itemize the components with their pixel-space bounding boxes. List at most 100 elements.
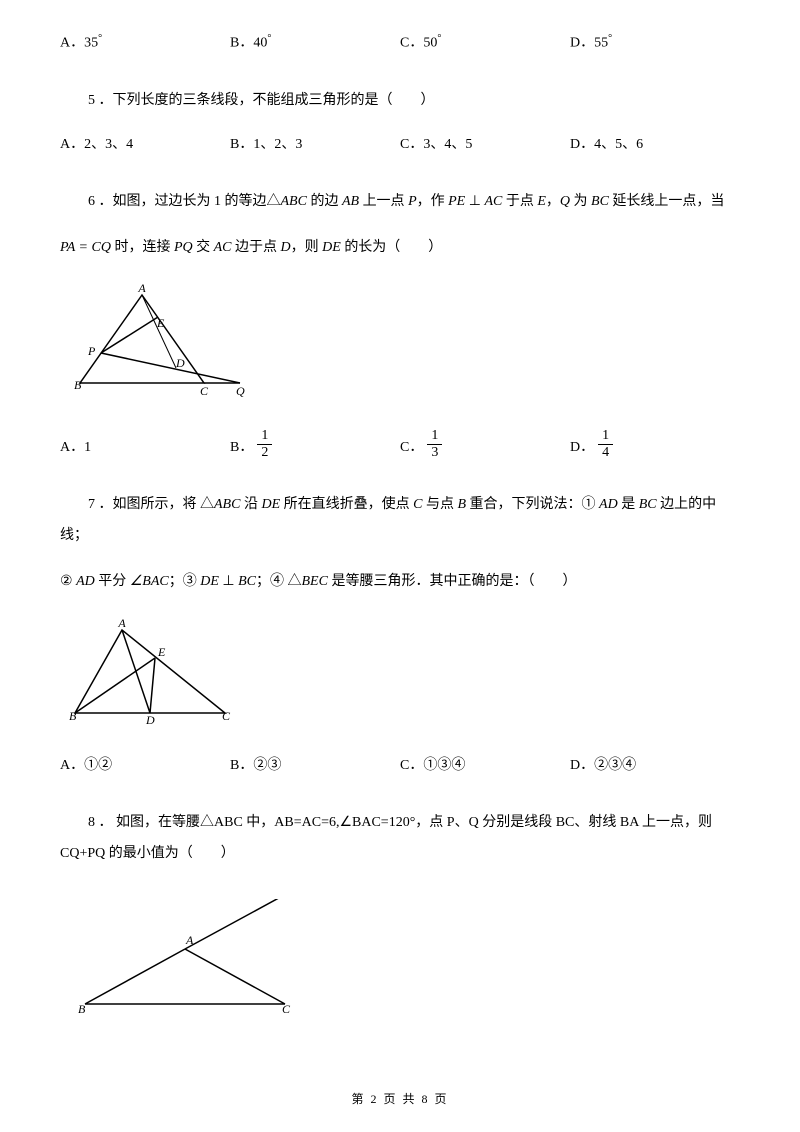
q6-option-a: A．1 — [60, 428, 230, 460]
q7-p2: 沿 — [240, 497, 261, 512]
q6-l2p5: ，则 — [291, 240, 323, 255]
q6-d: D — [281, 240, 291, 255]
q6-optb-frac: 12 — [257, 428, 272, 460]
q6-optb-label: B． — [230, 435, 253, 460]
option-a-text: A．35 — [60, 36, 98, 51]
option-d-text: D．55 — [570, 36, 608, 51]
q7-de: DE — [261, 497, 280, 512]
prev-options-row: A．35° B．40° C．50° D．55° — [60, 30, 740, 56]
q6-l2p3: 交 — [193, 240, 214, 255]
q7-p3: 所在直线折叠，使点 — [280, 497, 413, 512]
q6-l2p2: 时，连接 — [111, 240, 174, 255]
degree-b: ° — [267, 33, 271, 44]
option-c: C．50° — [400, 30, 570, 56]
q6-eq: = — [75, 240, 91, 255]
option-b-text: B．40 — [230, 36, 267, 51]
q6-p3: 上一点 — [359, 194, 408, 209]
q6-de: DE — [322, 240, 341, 255]
q7-p5: 重合，下列说法：① — [466, 497, 599, 512]
q5-text: 5 ．下列长度的三条线段，不能组成三角形的是（ ） — [60, 86, 740, 117]
option-d: D．55° — [570, 30, 740, 56]
q6-l2p6: 的长为（ ） — [341, 240, 443, 255]
frac-den3: 4 — [598, 445, 613, 460]
q6-p7: ， — [546, 194, 560, 209]
q7-bac: ∠BAC — [130, 574, 169, 589]
q6-e: E — [537, 194, 546, 209]
q5-option-c: C．3、4、5 — [400, 132, 570, 157]
svg-text:C: C — [222, 709, 231, 723]
q6-option-c: C．13 — [400, 428, 570, 460]
q6-q: Q — [560, 194, 570, 209]
q6-p4: ，作 — [417, 194, 449, 209]
degree-c: ° — [437, 33, 441, 44]
q6-option-b: B．12 — [230, 428, 400, 460]
svg-text:E: E — [157, 645, 166, 659]
q7-option-b: B．②③ — [230, 753, 400, 778]
q6-ac2: AC — [214, 240, 232, 255]
q6-optc-frac: 13 — [427, 428, 442, 460]
q7-p1: 7 ．如图所示，将 △ — [88, 497, 214, 512]
q6-pe: PE — [448, 194, 465, 209]
q5-options: A．2、3、4 B．1、2、3 C．3、4、5 D．4、5、6 — [60, 132, 740, 157]
q6-option-d: D．14 — [570, 428, 740, 460]
svg-text:A: A — [185, 933, 194, 947]
svg-text:P: P — [87, 344, 96, 358]
q7-option-c: C．①③④ — [400, 753, 570, 778]
q6-cq: CQ — [92, 240, 111, 255]
q6-optd-frac: 14 — [598, 428, 613, 460]
svg-text:D: D — [145, 713, 155, 727]
q7-option-d: D．②③④ — [570, 753, 740, 778]
q7-option-a: A．①② — [60, 753, 230, 778]
svg-text:C: C — [282, 1002, 291, 1016]
q5-option-b: B．1、2、3 — [230, 132, 400, 157]
q6-p9: 延长线上一点，当 — [609, 194, 725, 209]
q7-l2p3: ；③ — [169, 574, 201, 589]
frac-den: 2 — [257, 445, 272, 460]
q7-text: 7 ．如图所示，将 △ABC 沿 DE 所在直线折叠，使点 C 与点 B 重合，… — [60, 490, 740, 552]
svg-text:Q: Q — [236, 384, 245, 398]
q7-bec: BEC — [302, 574, 328, 589]
svg-text:B: B — [78, 1002, 86, 1016]
q6-abc: ABC — [281, 194, 307, 209]
q7-options: A．①② B．②③ C．①③④ D．②③④ — [60, 753, 740, 778]
q8-text: 8 ． 如图，在等腰△ABC 中，AB=AC=6,∠BAC=120°，点 P、Q… — [60, 808, 740, 870]
q6-optc-label: C． — [400, 435, 423, 460]
q7-bc2: BC — [238, 574, 256, 589]
q7-l2p4: ⊥ — [219, 574, 238, 589]
q6-figure: A B C E P Q D — [60, 283, 740, 403]
q6-text-line2: PA = CQ 时，连接 PQ 交 AC 边于点 D，则 DE 的长为（ ） — [60, 233, 740, 264]
frac-num: 1 — [257, 428, 272, 444]
q7-l2p5: ；④ △ — [256, 574, 302, 589]
q6-opta-text: A．1 — [60, 435, 91, 460]
svg-text:E: E — [156, 316, 165, 330]
q6-p: P — [408, 194, 417, 209]
svg-text:C: C — [200, 384, 209, 398]
frac-den2: 3 — [427, 445, 442, 460]
q6-p5: ⊥ — [465, 194, 484, 209]
q7-p6: 是 — [618, 497, 639, 512]
svg-text:A: A — [117, 618, 126, 630]
degree-d: ° — [608, 33, 612, 44]
q6-ab: AB — [342, 194, 359, 209]
q6-l2p4: 边于点 — [232, 240, 281, 255]
q7-figure: A B C D E — [60, 618, 740, 728]
q6-p1: 6 ．如图，过边长为 1 的等边△ — [88, 194, 281, 209]
q6-text: 6 ．如图，过边长为 1 的等边△ABC 的边 AB 上一点 P，作 PE ⊥ … — [60, 187, 740, 218]
q7-ad: AD — [599, 497, 618, 512]
q7-p4: 与点 — [422, 497, 457, 512]
q7-bc: BC — [639, 497, 657, 512]
q6-pa: PA — [60, 240, 75, 255]
q6-p8: 为 — [570, 194, 591, 209]
q6-p2: 的边 — [307, 194, 342, 209]
q7-l2p2: 平分 — [95, 574, 130, 589]
q6-options: A．1 B．12 C．13 D．14 — [60, 428, 740, 460]
option-c-text: C．50 — [400, 36, 437, 51]
q6-ac: AC — [484, 194, 502, 209]
q7-abc: ABC — [214, 497, 240, 512]
q8-figure: A B C — [60, 899, 740, 1019]
q5-option-d: D．4、5、6 — [570, 132, 740, 157]
q6-optd-label: D． — [570, 435, 594, 460]
svg-text:D: D — [175, 356, 185, 370]
q7-l2p6: 是等腰三角形．其中正确的是：（ ） — [328, 574, 577, 589]
q6-p6: 于点 — [502, 194, 537, 209]
